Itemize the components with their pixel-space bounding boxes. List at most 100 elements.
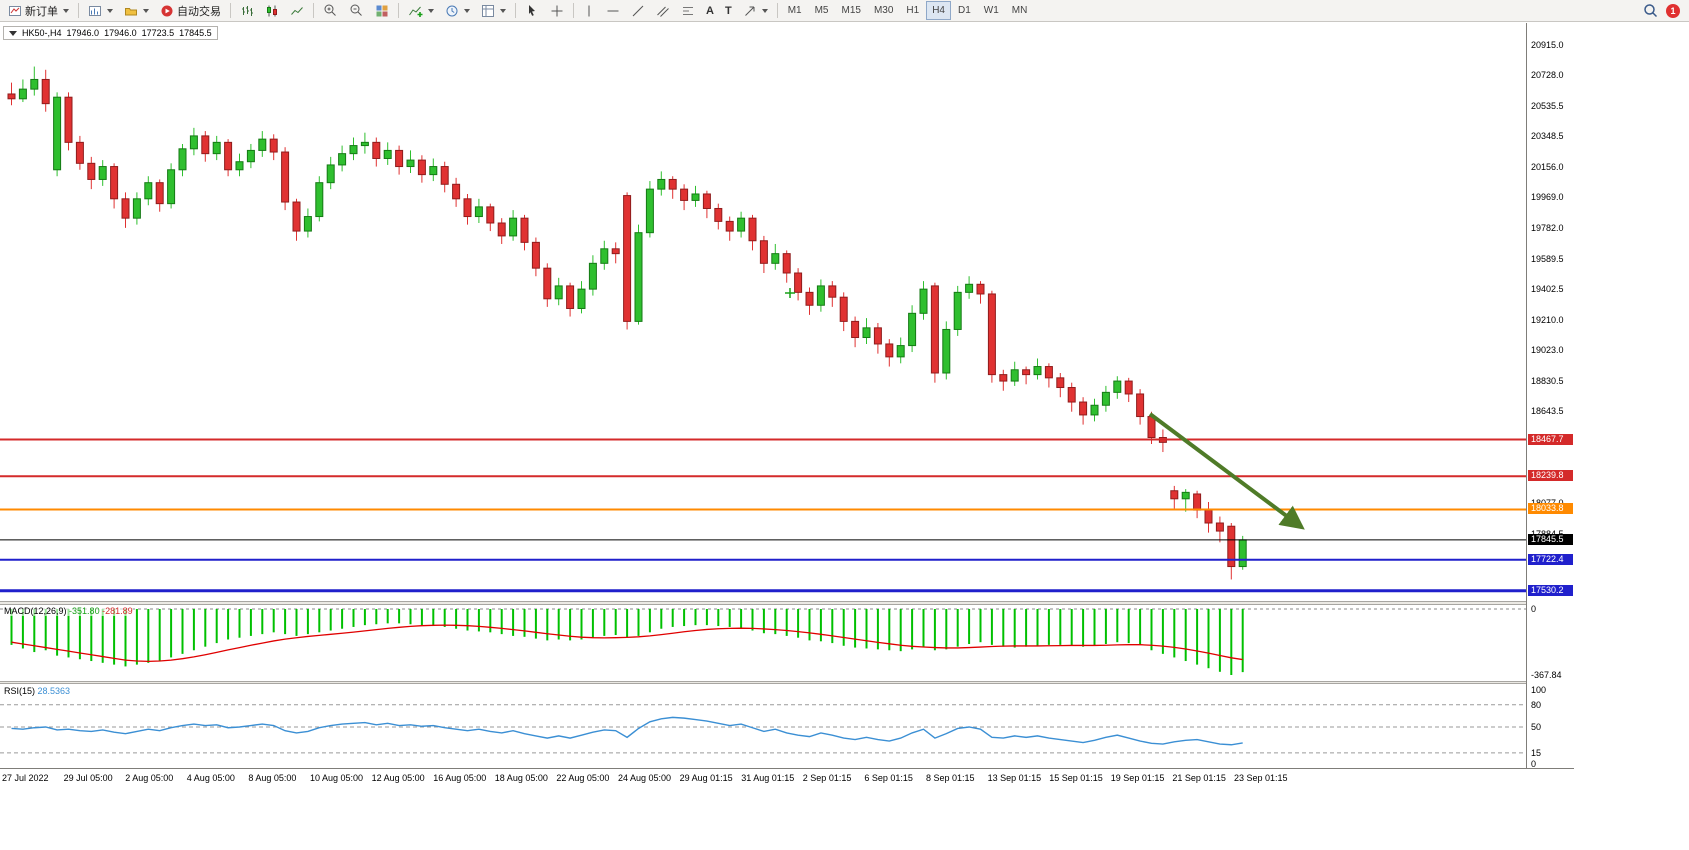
zoom-in-button[interactable]: [318, 1, 343, 20]
candle-body: [737, 217, 746, 232]
bar-chart-button[interactable]: [235, 1, 259, 20]
tile-windows-button[interactable]: [370, 1, 394, 20]
price-axis-label: 20348.5: [1531, 131, 1564, 142]
timeframe-m5-button[interactable]: M5: [809, 1, 835, 20]
candle-body: [452, 183, 461, 200]
search-button[interactable]: [1638, 1, 1663, 20]
crosshair-button[interactable]: [545, 1, 569, 20]
text-tool-icon: A: [706, 4, 714, 17]
line-chart-icon: [291, 6, 303, 15]
rsi-panel[interactable]: [0, 684, 1526, 768]
candle-body: [896, 345, 905, 358]
candle-body: [1170, 490, 1179, 500]
time-axis-label: 2 Aug 05:00: [125, 773, 174, 783]
candle-body: [987, 293, 996, 376]
macd-panel[interactable]: [0, 605, 1526, 681]
candle-body: [976, 283, 985, 295]
price-axis-label: 18830.5: [1531, 375, 1564, 386]
candle-body: [816, 285, 825, 306]
timeframe-m1-button[interactable]: M1: [782, 1, 808, 20]
crosshair-icon: [551, 5, 563, 16]
rsi-axis-label: 15: [1531, 747, 1542, 758]
panel-divider[interactable]: [0, 681, 1574, 684]
trend-arrow[interactable]: [1148, 412, 1305, 530]
cursor-button[interactable]: [520, 1, 544, 20]
notification-badge[interactable]: 1: [1666, 3, 1680, 18]
dropdown-caret-icon: [464, 8, 470, 13]
candle-body: [474, 206, 483, 218]
candle-body: [178, 148, 187, 171]
timeframe-d1-button[interactable]: D1: [952, 1, 977, 20]
text-label-button[interactable]: T: [720, 1, 737, 20]
candle-body: [1227, 525, 1236, 568]
candle-body: [98, 166, 107, 180]
timeframe-h1-button[interactable]: H1: [900, 1, 925, 20]
price-axis[interactable]: 20915.0 20728.0 20535.5 20348.5 20156.0 19969…: [1526, 23, 1575, 769]
chart-low-value: 17723.5: [141, 28, 175, 38]
time-axis-label: 23 Sep 01:15: [1234, 773, 1288, 783]
candle-body: [748, 217, 757, 242]
profiles-button[interactable]: [119, 1, 154, 20]
candle-body: [680, 188, 689, 201]
time-axis-label: 24 Aug 05:00: [618, 773, 672, 783]
new-chart-button[interactable]: [83, 1, 118, 20]
trendline-button[interactable]: [626, 1, 650, 20]
line-chart-button[interactable]: [285, 1, 309, 20]
candle-body: [1010, 369, 1019, 382]
price-axis-label: 17884.5: [1531, 529, 1564, 539]
candle-body: [965, 283, 974, 293]
autotrading-button[interactable]: 自动交易: [155, 1, 226, 20]
candlestick-chart-icon: [267, 5, 277, 16]
time-axis-label: 22 Aug 05:00: [556, 773, 610, 783]
candle-body: [885, 343, 894, 358]
periods-button[interactable]: [440, 1, 475, 20]
horizontal-line-button[interactable]: [601, 1, 625, 20]
candle-body: [167, 169, 176, 205]
time-axis-label: 2 Sep 01:15: [802, 773, 852, 783]
timeframe-mn-button[interactable]: MN: [1006, 1, 1034, 20]
candle-body: [224, 141, 233, 171]
channel-icon: [657, 6, 669, 17]
timeframe-h4-button[interactable]: H4: [926, 1, 951, 20]
candle-body: [429, 166, 438, 176]
time-axis[interactable]: 27 Jul 2022 29 Jul 05:00 2 Aug 05:00 4 Aug …: [0, 768, 1574, 787]
time-axis-label: 8 Aug 05:00: [248, 773, 297, 783]
candle-body: [714, 207, 723, 222]
candlestick-chart-button[interactable]: [260, 1, 284, 20]
panel-divider[interactable]: [0, 601, 1574, 605]
candle-body: [235, 161, 244, 171]
fibonacci-button[interactable]: [676, 1, 700, 20]
channel-button[interactable]: [651, 1, 675, 20]
price-axis-label: 19210.0: [1531, 314, 1564, 325]
candle-body: [1101, 391, 1110, 406]
macd-title: MACD(12,26,9): [4, 606, 67, 616]
arrows-button[interactable]: [738, 1, 773, 20]
price-axis-label: 20728.0: [1531, 69, 1564, 80]
candle-body: [1056, 377, 1065, 389]
main-chart[interactable]: [0, 23, 1526, 601]
candle-body: [702, 193, 711, 209]
timeframe-m15-button[interactable]: M15: [836, 1, 867, 20]
text-button[interactable]: A: [701, 1, 719, 20]
plus-marker[interactable]: [785, 288, 795, 298]
vertical-line-button[interactable]: [578, 1, 600, 20]
timeframe-m30-button[interactable]: M30: [868, 1, 899, 20]
candle-body: [668, 178, 677, 190]
time-axis-label: 6 Sep 01:15: [864, 773, 913, 783]
zoom-out-button[interactable]: [344, 1, 369, 20]
new-order-button[interactable]: 新订单: [3, 1, 74, 20]
timeframe-w1-button[interactable]: W1: [978, 1, 1005, 20]
toolbar-separator: [313, 3, 314, 18]
one-click-expand-icon[interactable]: [9, 30, 17, 36]
time-axis-label: 10 Aug 05:00: [310, 773, 364, 783]
candle-body: [942, 328, 951, 374]
candle-body: [839, 296, 848, 322]
candle-body: [121, 198, 130, 219]
ohlc-info[interactable]: HK50-,H4 17946.0 17946.0 17723.5 17845.5: [3, 26, 218, 40]
templates-button[interactable]: [476, 1, 511, 20]
candle-body: [577, 288, 586, 309]
price-axis-label: 18643.5: [1531, 406, 1564, 417]
candle-body: [1147, 416, 1156, 439]
indicators-button[interactable]: [403, 1, 439, 20]
